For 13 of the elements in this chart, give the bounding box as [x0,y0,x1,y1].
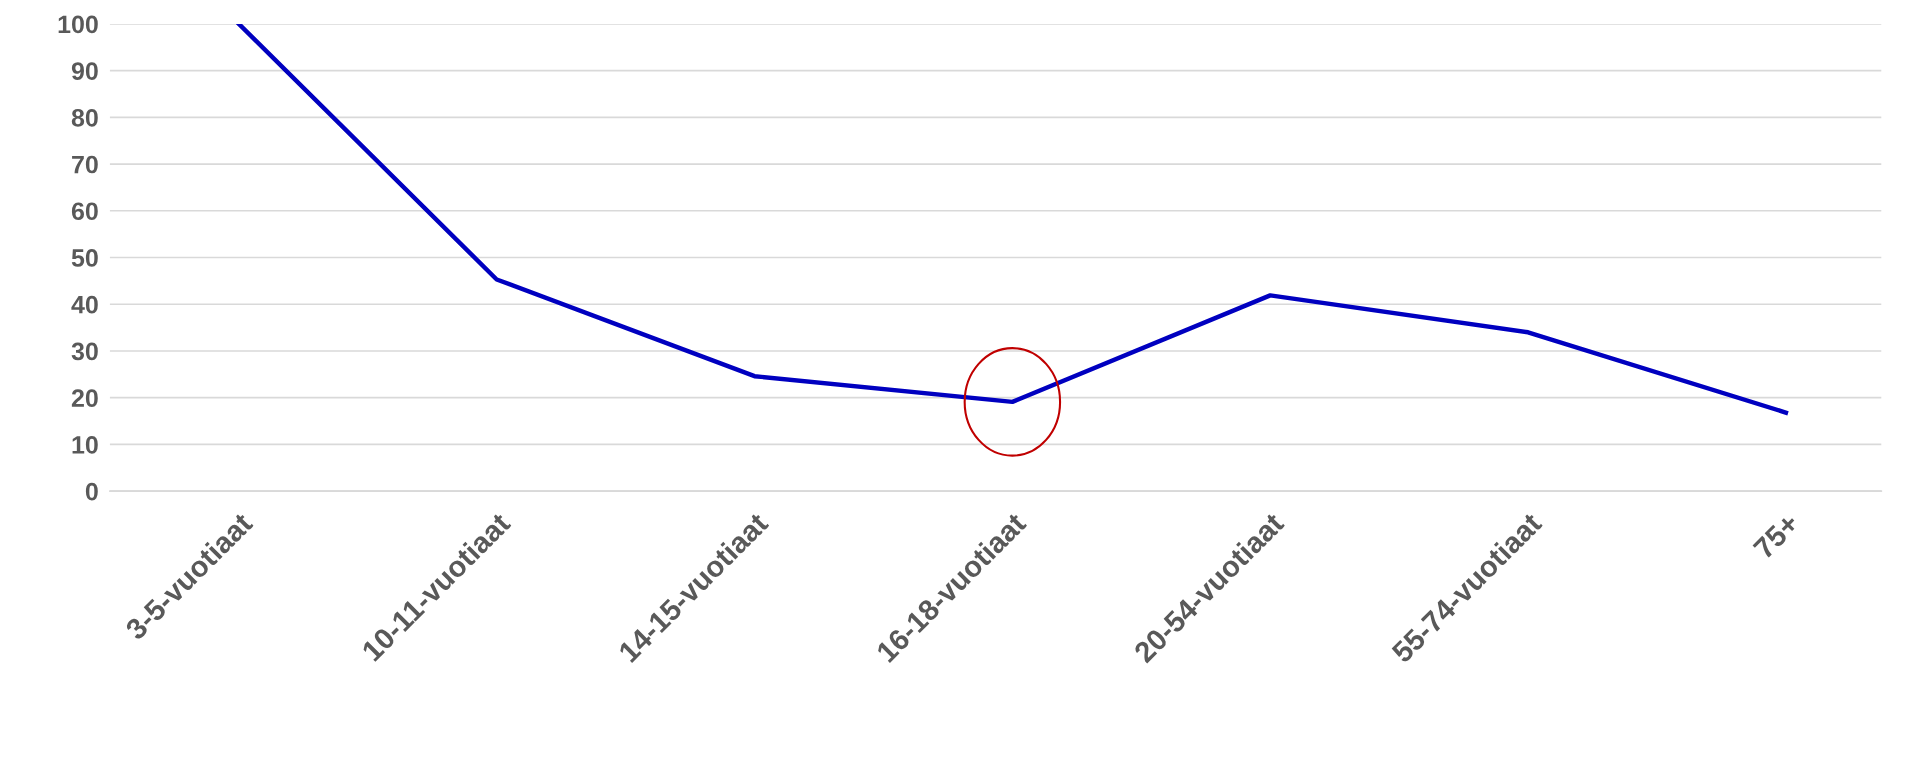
y-tick-label: 30 [71,342,98,361]
y-tick-label: 100 [58,15,98,34]
y-tick-label: 0 [85,482,98,501]
y-tick-label: 60 [71,202,98,221]
y-tick-label: 40 [71,295,98,314]
y-tick-label: 80 [71,108,98,127]
line-series [236,23,1789,415]
y-tick-label: 20 [71,389,98,407]
y-tick-label: 10 [72,436,98,454]
y-tick-label: 50 [71,249,98,267]
y-tick-label: 90 [71,62,98,80]
y-tick-label: 70 [72,155,98,174]
x-tick-label: 75+ [1752,512,1801,560]
